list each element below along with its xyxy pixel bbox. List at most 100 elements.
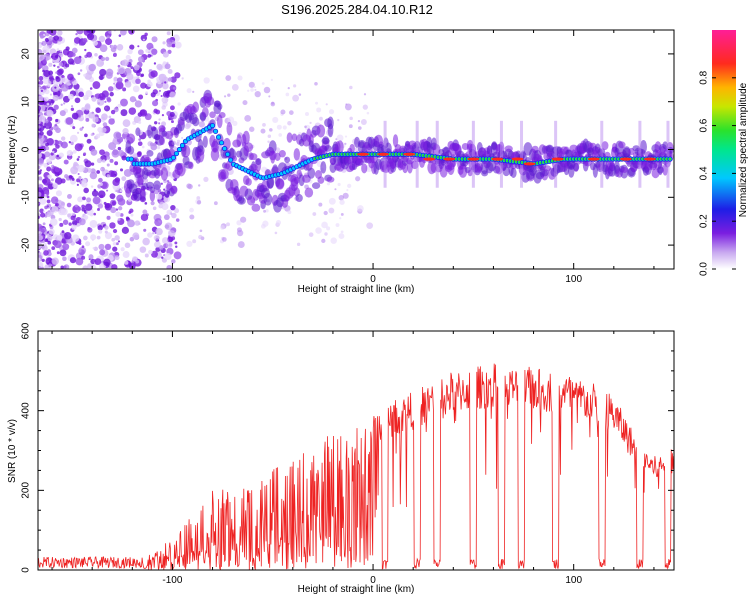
noise-speckle [199,229,203,233]
noise-speckle [79,69,83,72]
noise-speckle [135,78,141,85]
noise-speckle [330,237,337,244]
noise-speckle [148,249,153,255]
noise-speckle [98,243,105,251]
spectrogram-y-tick-label: 10 [21,96,32,108]
noise-speckle [55,76,61,82]
noise-speckle [189,214,195,220]
noise-speckle [79,43,82,46]
noise-speckle [71,234,80,242]
noise-speckle [139,246,147,253]
ridge-halo [159,136,165,146]
noise-speckle [109,222,116,229]
noise-speckle [111,264,118,269]
noise-speckle [78,176,82,180]
noise-speckle [51,52,59,61]
noise-speckle [53,35,59,41]
spectrogram-y-tick-label: 0 [21,146,32,152]
ridge-halo [242,130,250,145]
ridge-halo [361,163,368,174]
noise-speckle [38,95,44,102]
ridge-halo [245,178,252,186]
noise-speckle [158,73,167,82]
noise-speckle [260,128,266,134]
noise-speckle [164,252,172,261]
ridge-halo [197,139,204,153]
ridge-core [210,123,215,128]
noise-speckle [144,253,149,258]
noise-speckle [141,145,145,149]
noise-speckle [114,161,119,166]
noise-speckle [48,228,55,235]
ridge-core [222,146,227,151]
noise-speckle [67,194,72,199]
noise-speckle [85,241,91,247]
noise-speckle [75,257,84,266]
noise-speckle [168,230,176,238]
noise-speckle [181,77,184,80]
noise-speckle [52,182,58,189]
noise-speckle [262,220,269,227]
noise-speckle [45,146,50,151]
noise-speckle [236,227,242,233]
noise-speckle [105,56,110,61]
noise-speckle [129,96,136,103]
noise-speckle [354,147,360,153]
noise-speckle [115,242,119,246]
noise-speckle [91,96,97,102]
noise-speckle [38,62,43,69]
noise-speckle [349,85,353,90]
noise-speckle [357,119,361,123]
noise-speckle [335,223,340,227]
noise-speckle [328,207,335,214]
noise-speckle [269,128,273,132]
noise-speckle [140,34,148,42]
noise-speckle [108,142,117,151]
noise-speckle [113,52,117,57]
noise-speckle [109,91,114,97]
noise-speckle [167,49,172,54]
noise-speckle [119,168,124,172]
noise-speckle [83,235,88,241]
noise-speckle [38,147,42,155]
noise-speckle [155,227,163,236]
noise-speckle [161,256,164,259]
noise-speckle [40,266,44,269]
noise-speckle [56,251,60,255]
noise-speckle [51,205,59,213]
noise-speckle [100,166,105,172]
noise-speckle [203,77,210,84]
noise-speckle [38,142,41,148]
snr-x-label: Height of straight line (km) [298,584,415,595]
noise-speckle [166,209,173,216]
noise-speckle [171,212,177,219]
noise-speckle [114,173,117,176]
noise-speckle [174,72,181,79]
noise-speckle [122,251,130,259]
noise-speckle [147,54,152,58]
noise-speckle [122,87,127,92]
noise-speckle [42,177,51,186]
spectrogram-ridge [123,89,674,213]
ridge-halo [202,135,208,148]
noise-speckle [121,176,127,182]
noise-speckle [95,107,101,114]
snr-x-tick-label: -100 [162,575,182,586]
noise-speckle [132,232,140,240]
noise-speckle [83,215,89,220]
snr-x-tick-label: 0 [370,575,376,586]
noise-speckle [215,115,219,118]
noise-speckle [112,178,120,187]
noise-speckle [117,103,122,108]
ridge-halo [293,148,301,161]
noise-speckle [81,107,86,111]
noise-speckle [104,100,107,103]
ridge-halo [236,134,242,147]
noise-speckle [360,119,367,125]
noise-speckle [44,89,50,95]
ridge-hotspot [443,157,456,161]
noise-speckle [176,142,180,146]
noise-speckle [232,120,238,126]
noise-speckle [96,235,101,240]
